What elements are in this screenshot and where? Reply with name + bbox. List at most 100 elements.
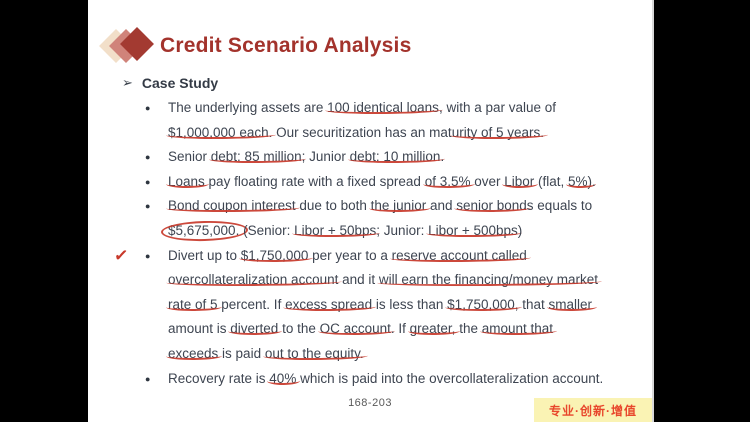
text-line: The underlying assets are 100 identical … — [168, 96, 645, 121]
bullet-text: Senior debt: 85 million; Junior debt: 10… — [168, 145, 645, 170]
text-line: Divert up to $1,750,000 per year to a re… — [168, 244, 645, 269]
slide-header: Credit Scenario Analysis — [99, 24, 412, 68]
underlined-phrase: $1,750,000 — [240, 247, 309, 263]
underlined-phrase: Libor + 500bps — [428, 222, 518, 238]
text-segment: the — [455, 321, 482, 337]
text-segment: ) — [517, 222, 523, 238]
text-segment: s equals to — [526, 198, 593, 214]
underlined-phrase: excess spread — [285, 296, 373, 312]
brand-strip: 专业·创新·增值 — [534, 398, 652, 422]
text-line: Senior debt: 85 million; Junior debt: 10… — [168, 145, 645, 170]
text-segment: amount is — [168, 321, 231, 337]
bullet-item: ✓ ● Divert up to $1,750,000 per year to a … — [113, 244, 645, 367]
underlined-phrase: debt: 10 million — [349, 149, 441, 165]
filled-circle-icon: ● — [145, 103, 151, 113]
underlined-phrase: the junior — [370, 198, 427, 214]
text-segment: Our securitization has an mat — [272, 124, 452, 140]
text-segment: . If — [390, 321, 410, 337]
underlined-phrase: Loans — [168, 173, 205, 189]
slide-canvas: Credit Scenario Analysis ➢ Case Study ● T… — [88, 0, 654, 422]
text-segment: The underlying assets are — [168, 100, 328, 115]
bullet-item: ● Senior debt: 85 million; Junior debt: 1… — [145, 145, 645, 170]
bullet-text: The underlying assets are 100 identical … — [168, 96, 645, 145]
underlined-phrase: rate of 5 — [168, 296, 218, 312]
underlined-phrase: of 3.5% — [424, 173, 471, 189]
text-line: $5,675,000. (Senior: Libor + 50bps; Juni… — [168, 219, 645, 244]
underlined-phrase: urity of 5 years. — [451, 124, 544, 140]
text-segment: Recovery rate is — [168, 370, 270, 386]
filled-circle-icon: ● — [145, 373, 151, 384]
text-segment: pay floating rate with a fixed spread — [204, 173, 425, 189]
text-segment: percent. If — [217, 296, 286, 312]
underlined-phrase: 100 identical loans — [327, 100, 439, 115]
bullet-item: ● Bond coupon interest due to both the ju… — [145, 194, 645, 243]
text-line: Recovery rate is 40% which is paid into … — [168, 367, 645, 392]
arrow-right-icon: ➢ — [122, 75, 133, 90]
bullet-list: ● The underlying assets are 100 identical… — [113, 96, 645, 392]
text-line: exceeds is paid out to the equity. — [168, 342, 645, 367]
text-segment: due to both — [295, 198, 371, 214]
text-segment: Divert up to — [168, 247, 241, 263]
underlined-phrase: debt: 85 million — [210, 149, 302, 165]
text-segment: over — [470, 173, 505, 189]
text-line: amount is diverted to the OC account. If… — [168, 317, 645, 342]
red-checkmark-icon: ✓ — [113, 244, 130, 266]
bullet-item: ● The underlying assets are 100 identical… — [145, 96, 645, 145]
bullet-text: Divert up to $1,750,000 per year to a re… — [168, 244, 645, 367]
text-segment: ; Junior: — [376, 222, 429, 238]
text-segment: . — [592, 173, 596, 189]
circled-phrase: $5,675,000. — [168, 222, 240, 238]
text-line: overcollateralization account and it wil… — [168, 268, 645, 293]
underlined-phrase: reserve account called — [391, 247, 527, 263]
slide-title: Credit Scenario Analysis — [160, 34, 412, 57]
text-segment: is paid — [218, 345, 265, 361]
text-line: Loans pay floating rate with a fixed spr… — [168, 170, 645, 195]
underlined-phrase: Libor + 50bps — [294, 222, 377, 238]
text-segment: per year to a — [308, 247, 392, 263]
underlined-phrase: greater, — [409, 321, 456, 337]
filled-circle-icon: ● — [145, 201, 151, 212]
underlined-phrase: 40% — [269, 370, 297, 386]
text-line: $1,000,000 each. Our securitization has … — [168, 121, 645, 146]
text-line: Bond coupon interest due to both the jun… — [168, 194, 645, 219]
text-line: rate of 5 percent. If excess spread is l… — [168, 293, 645, 318]
text-segment: and — [426, 198, 457, 214]
filled-circle-icon: ● — [145, 250, 151, 261]
underlined-phrase: out to the equity. — [264, 345, 364, 361]
bullet-text: Recovery rate is 40% which is paid into … — [168, 367, 645, 392]
text-segment: and it — [338, 272, 379, 288]
underlined-phrase: $1,000,000 each. — [168, 124, 273, 140]
underlined-phrase: exceeds — [168, 345, 219, 361]
text-segment: which is paid into the overcollateraliza… — [296, 370, 604, 386]
bullet-item: ● Loans pay floating rate with a fixed sp… — [145, 170, 645, 195]
text-segment: (Senior: — [239, 222, 295, 238]
text-segment: to the — [278, 321, 320, 337]
page-number: 168-203 — [348, 397, 392, 409]
text-segment: Senior — [168, 149, 211, 165]
underlined-phrase: amount that — [481, 321, 554, 337]
filled-circle-icon: ● — [145, 176, 151, 187]
section-heading: ➢ Case Study — [122, 75, 218, 91]
text-segment: (flat, — [534, 173, 569, 189]
underlined-phrase: senior bond — [456, 198, 527, 214]
text-segment: is less than — [372, 296, 448, 312]
underlined-phrase: Libor — [504, 173, 535, 189]
text-segment: ; Junior — [301, 149, 350, 165]
section-label: Case Study — [141, 75, 219, 91]
overlapping-diamonds-icon — [99, 24, 158, 68]
text-segment: . — [440, 149, 445, 165]
underlined-phrase: $1,750,000, — [447, 296, 519, 312]
underlined-phrase: Bond coupon interest — [168, 198, 296, 214]
underlined-phrase: overcollateralization account — [168, 272, 339, 288]
underlined-phrase: OC account — [319, 321, 391, 337]
brand-text: 专业·创新·增值 — [549, 403, 637, 418]
filled-circle-icon: ● — [145, 152, 151, 163]
underlined-phrase: will earn the financing/money market — [378, 272, 598, 288]
bullet-text: Loans pay floating rate with a fixed spr… — [168, 170, 645, 195]
bullet-text: Bond coupon interest due to both the jun… — [168, 194, 645, 243]
text-segment: , with a par value of — [438, 100, 557, 115]
text-segment: that — [518, 296, 549, 312]
underlined-phrase: 5%) — [568, 173, 593, 189]
bullet-item: ● Recovery rate is 40% which is paid into… — [145, 367, 645, 392]
